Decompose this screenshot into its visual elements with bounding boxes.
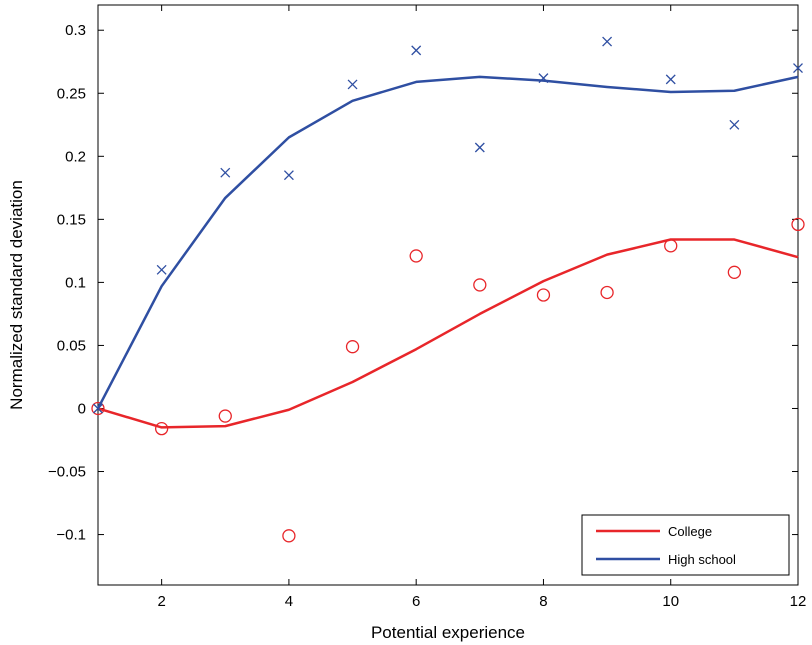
series-layer [91, 36, 805, 543]
data-point-x [156, 264, 167, 275]
data-point-circle [600, 285, 614, 300]
data-point-circle [409, 249, 423, 263]
x-tick-label: 6 [412, 593, 420, 610]
data-point-circle [345, 340, 360, 354]
data-point-circle [791, 217, 805, 232]
data-point-x [602, 36, 613, 47]
data-point-x [93, 403, 103, 414]
series-line-high-school [96, 75, 799, 410]
data-point-x [283, 170, 294, 181]
y-tick-label: 0.3 [65, 22, 86, 39]
y-tick-label: 0.1 [65, 274, 86, 291]
x-tick-label: 2 [157, 593, 165, 610]
x-tick-label: 12 [790, 593, 807, 610]
y-tick-label: 0.15 [57, 211, 86, 228]
data-point-circle [473, 278, 487, 292]
data-point-circle [282, 529, 296, 543]
x-ticks: 2 4 6 8 10 12 [157, 5, 806, 610]
x-tick-label: 4 [285, 593, 293, 610]
data-point-x [474, 142, 485, 153]
y-axis-label: Normalized standard deviation [7, 180, 26, 410]
data-point-circle [91, 401, 105, 416]
y-tick-label: −0.05 [48, 464, 86, 481]
data-point-circle [664, 239, 678, 253]
data-point-x [665, 74, 676, 85]
y-tick-label: −0.1 [56, 527, 86, 544]
data-point-x [411, 45, 422, 56]
x-tick-label: 8 [539, 593, 547, 610]
data-point-circle [536, 288, 551, 302]
data-point-x [538, 73, 549, 84]
series-line-college [97, 238, 799, 429]
x-tick-label: 10 [662, 593, 679, 610]
y-tick-label: 0.25 [57, 85, 86, 102]
y-tick-label: 0.2 [65, 148, 86, 165]
legend-label: College [668, 524, 712, 539]
data-point-circle [218, 409, 232, 423]
data-point-x [729, 119, 740, 130]
y-ticks: −0.1 −0.05 0 0.05 0.1 0.15 0.2 0.25 0.3 [48, 22, 798, 544]
y-tick-label: 0 [78, 400, 86, 417]
legend: College High school [581, 514, 790, 576]
y-tick-label: 0.05 [57, 337, 86, 354]
plot-area [97, 4, 799, 586]
legend-box [581, 514, 790, 576]
legend-label: High school [668, 552, 736, 567]
data-point-x [220, 167, 231, 178]
x-axis-label: Potential experience [371, 623, 525, 642]
data-point-x [793, 63, 803, 74]
data-point-circle [154, 422, 169, 436]
data-point-x [347, 79, 358, 90]
data-point-circle [727, 265, 742, 279]
